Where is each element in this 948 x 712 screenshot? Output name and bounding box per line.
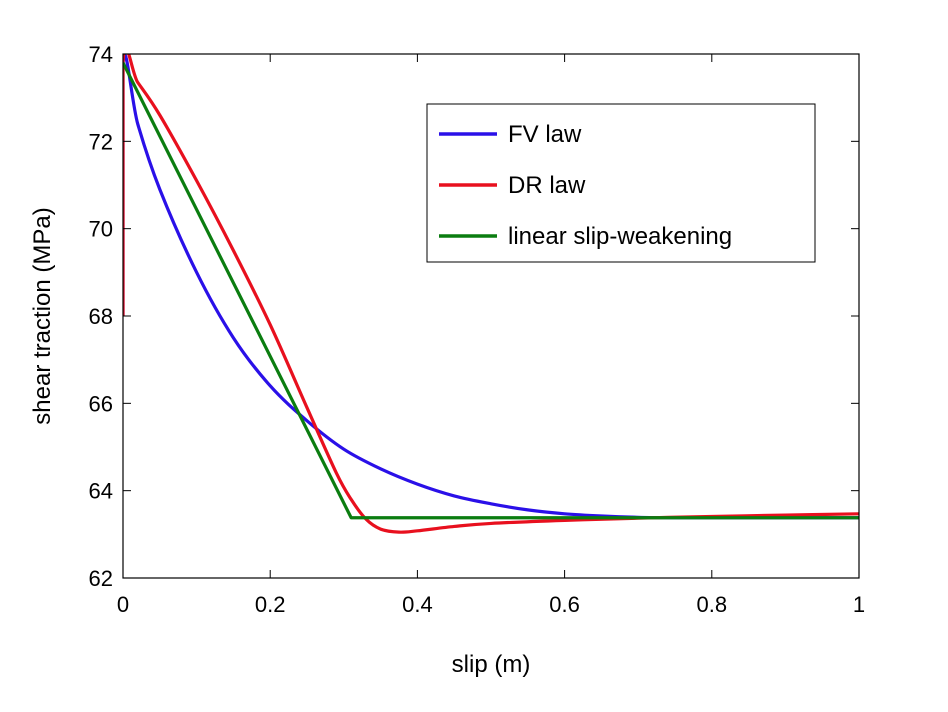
x-tick-label: 0 [117,592,129,617]
y-tick-label: 74 [89,42,113,67]
legend-label: FV law [508,121,582,148]
x-tick-label: 0.8 [697,592,728,617]
x-axis: 0 0.2 0.4 0.6 0.8 1 [117,54,865,617]
legend: FV law DR law linear slip-weakening [426,103,816,263]
y-tick-label: 64 [89,479,113,504]
x-tick-label: 1 [853,592,865,617]
y-axis-title: shear traction (MPa) [29,207,56,424]
y-tick-label: 70 [89,217,113,242]
series-line-3 [123,62,859,520]
x-tick-label: 0.6 [549,592,580,617]
legend-label: linear slip-weakening [508,223,732,250]
x-tick-label: 0.4 [402,592,433,617]
y-tick-label: 68 [89,304,113,329]
legend-label: DR law [508,172,586,199]
x-tick-label: 0.2 [255,592,286,617]
series-layer [123,54,859,534]
y-tick-label: 66 [89,391,113,416]
y-tick-label: 72 [89,129,113,154]
y-axis: 62 64 66 68 70 72 74 [89,42,859,591]
y-tick-label: 62 [89,566,113,591]
x-axis-title: slip (m) [452,651,531,678]
